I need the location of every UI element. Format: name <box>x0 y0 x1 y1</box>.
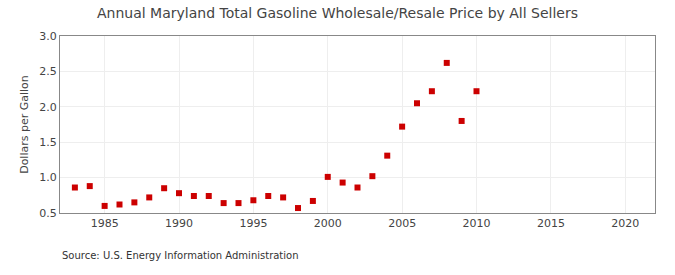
svg-text:Source: U.S. Energy Informatio: Source: U.S. Energy Information Administ… <box>62 250 299 261</box>
svg-text:2005: 2005 <box>388 217 416 230</box>
svg-text:1990: 1990 <box>165 217 193 230</box>
svg-text:1985: 1985 <box>91 217 119 230</box>
svg-text:1995: 1995 <box>239 217 267 230</box>
svg-text:Annual Maryland Total Gasoline: Annual Maryland Total Gasoline Wholesale… <box>97 5 578 21</box>
svg-text:2015: 2015 <box>537 217 565 230</box>
svg-text:2020: 2020 <box>611 217 639 230</box>
svg-text:1.5: 1.5 <box>39 136 57 149</box>
svg-text:3.0: 3.0 <box>39 30 57 43</box>
svg-text:0.5: 0.5 <box>39 207 57 220</box>
svg-text:1.0: 1.0 <box>39 171 57 184</box>
svg-text:2000: 2000 <box>314 217 342 230</box>
svg-text:2.5: 2.5 <box>39 65 57 78</box>
svg-text:2.0: 2.0 <box>39 101 57 114</box>
svg-text:2010: 2010 <box>463 217 491 230</box>
svg-text:Dollars per Gallon: Dollars per Gallon <box>18 75 31 174</box>
